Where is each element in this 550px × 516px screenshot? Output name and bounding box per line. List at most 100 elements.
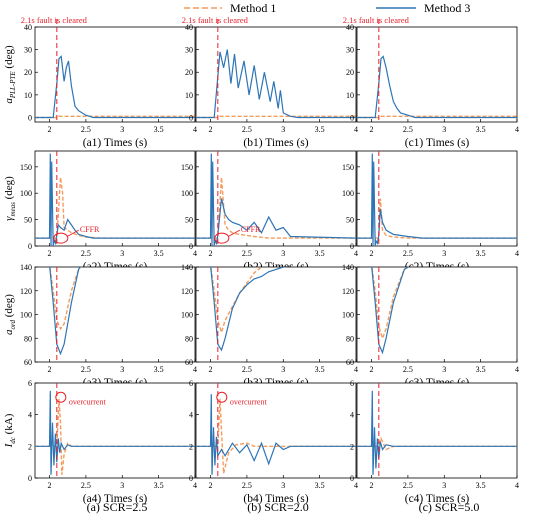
x-tick-label: 2 — [209, 365, 213, 374]
x-tick-label: 2.5 — [403, 249, 413, 258]
y-tick-label: 150 — [342, 163, 354, 172]
footer-scr-a: (a) SCR=2.5 — [87, 500, 148, 514]
fault-cleared-label: 2.1s fault is cleared — [182, 15, 249, 25]
x-tick-label: 3 — [442, 249, 446, 258]
column-footers: (a) SCR=2.5 (b) SCR=2.0 (c) SCR=5.0 — [87, 500, 480, 514]
x-tick-label: 3.5 — [476, 125, 486, 134]
x-tick-label: 4 — [193, 481, 197, 490]
x-tick-label: 2.5 — [403, 365, 413, 374]
plot-frame — [195, 382, 357, 479]
plot-frame — [356, 150, 518, 247]
y-tick-label: 60 — [24, 358, 32, 367]
x-tick-label: 2 — [48, 481, 52, 490]
overcurrent-label: overcurrent — [69, 397, 107, 406]
x-tick-label: 4 — [515, 249, 519, 258]
plot-frame — [34, 26, 196, 123]
y-tick-label: 4 — [189, 411, 193, 420]
cffr-label: CFFR — [80, 225, 100, 234]
y-axis-label: γmeas (deg) — [3, 176, 17, 221]
cffr-marker-circle — [53, 232, 69, 244]
y-tick-label: 10 — [24, 91, 32, 100]
x-tick-label: 2.5 — [242, 249, 252, 258]
x-tick-label: 3.5 — [154, 481, 164, 490]
x-tick-label: 2 — [370, 481, 374, 490]
y-tick-label: 120 — [181, 287, 193, 296]
y-tick-label: 0 — [350, 242, 354, 251]
series-group — [210, 267, 287, 352]
y-tick-label: 120 — [342, 287, 354, 296]
series-group — [49, 267, 82, 356]
cffr-arrow — [228, 229, 241, 237]
x-tick-label: 2.5 — [242, 125, 252, 134]
y-tick-label: 40 — [346, 23, 354, 32]
series-line-method1 — [35, 115, 195, 119]
x-tick-label: 3 — [120, 125, 124, 134]
x-tick-label: 2 — [370, 365, 374, 374]
footer-scr-c: (c) SCR=5.0 — [419, 500, 480, 514]
x-tick-label: 2 — [209, 481, 213, 490]
x-tick-label: 2.5 — [81, 249, 91, 258]
series-group — [35, 153, 195, 246]
x-tick-label: 2.5 — [81, 125, 91, 134]
y-tick-label: 20 — [346, 68, 354, 77]
fault-cleared-label: 2.1s fault is cleared — [343, 15, 410, 25]
x-tick-label: 4 — [193, 125, 197, 134]
x-tick-label: 3.5 — [315, 125, 325, 134]
series-group — [35, 390, 195, 475]
x-tick-label: 2.5 — [242, 365, 252, 374]
y-tick-label: 60 — [185, 358, 193, 367]
y-tick-label: 0 — [350, 113, 354, 122]
x-tick-label: 3.5 — [154, 249, 164, 258]
x-tick-label: 4 — [354, 125, 358, 134]
series-line-method1 — [357, 198, 517, 239]
x-tick-label: 4 — [515, 125, 519, 134]
x-axis-label: (b1) Times (s) — [243, 137, 308, 149]
y-tick-label: 140 — [342, 263, 354, 272]
x-tick-label: 4 — [193, 365, 197, 374]
y-tick-label: 20 — [185, 68, 193, 77]
series-line-method3 — [196, 49, 356, 119]
x-tick-label: 4 — [515, 365, 519, 374]
series-group — [196, 49, 356, 119]
legend-label-method1: Method 1 — [230, 1, 276, 15]
plot-frame — [195, 26, 357, 123]
series-group — [371, 267, 411, 355]
y-tick-label: 80 — [24, 334, 32, 343]
x-tick-label: 2 — [48, 365, 52, 374]
plot-frame — [34, 266, 196, 363]
series-line-method3 — [357, 153, 517, 246]
overcurrent-marker-circle — [216, 391, 228, 403]
y-tick-label: 150 — [181, 163, 193, 172]
x-axis-label: (a1) Times (s) — [83, 137, 148, 149]
y-tick-label: 100 — [20, 189, 32, 198]
y-axis-label: Idc (kA) — [3, 413, 17, 448]
x-tick-label: 3.5 — [476, 481, 486, 490]
y-tick-label: 80 — [185, 334, 193, 343]
y-tick-label: 100 — [342, 311, 354, 320]
x-tick-label: 2.5 — [403, 481, 413, 490]
y-tick-label: 50 — [346, 216, 354, 225]
y-tick-label: 40 — [185, 23, 193, 32]
y-tick-label: 0 — [350, 474, 354, 483]
x-axis-label: (a4) Times (s) — [83, 493, 148, 505]
series-group — [357, 153, 517, 246]
y-tick-label: 6 — [350, 379, 354, 388]
y-tick-label: 50 — [24, 216, 32, 225]
x-tick-label: 3 — [281, 365, 285, 374]
series-line-method3 — [371, 267, 410, 355]
y-tick-label: 10 — [346, 91, 354, 100]
y-tick-label: 0 — [28, 474, 32, 483]
y-tick-label: 20 — [24, 68, 32, 77]
x-tick-label: 3 — [120, 365, 124, 374]
series-line-method1 — [196, 398, 356, 474]
series-line-method3 — [35, 390, 195, 475]
y-tick-label: 100 — [181, 311, 193, 320]
series-group — [357, 390, 517, 475]
series-line-method3 — [210, 267, 287, 352]
